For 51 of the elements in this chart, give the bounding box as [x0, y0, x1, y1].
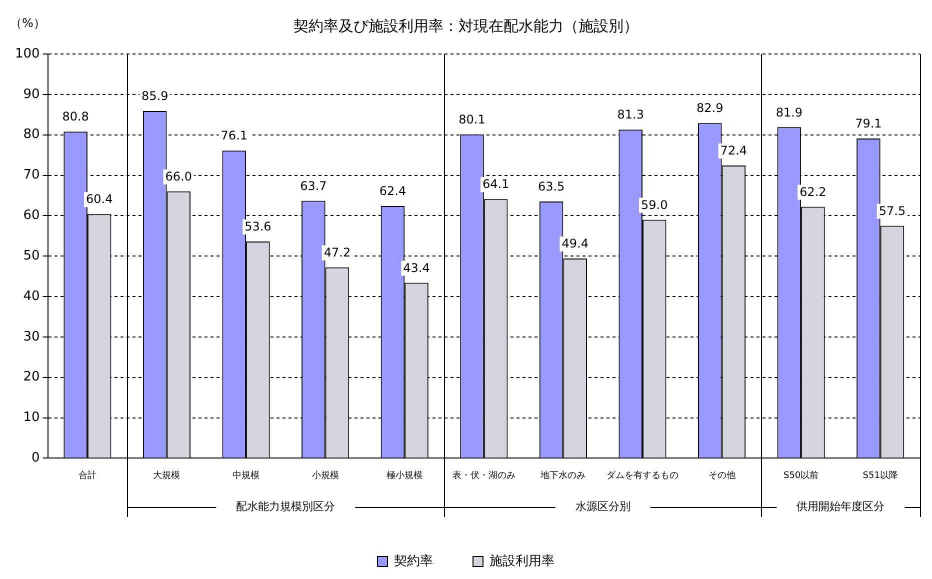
data-label: 57.5: [878, 204, 906, 218]
chart-title: 契約率及び施設利用率：対現在配水能力（施設別）: [294, 16, 638, 35]
x-tick-label: その他: [708, 470, 736, 481]
data-label: 82.9: [696, 101, 724, 116]
data-label: 80.1: [458, 112, 486, 127]
x-tick-label: S50以前: [783, 470, 819, 481]
y-tick-label: 10: [23, 410, 40, 426]
data-label: 85.9: [141, 89, 168, 104]
x-tick-label: ダムを有するもの: [606, 470, 678, 481]
data-label: 43.4: [403, 260, 430, 275]
y-tick-label: 50: [23, 248, 40, 264]
y-tick-label: 20: [23, 370, 40, 385]
data-label: 64.1: [482, 177, 510, 192]
y-tick-label: 0: [32, 450, 40, 466]
data-label: 79.1: [855, 116, 882, 131]
y-tick-label: 100: [14, 46, 40, 62]
x-tick-label: S51以降: [862, 470, 898, 481]
data-label: 63.5: [538, 180, 565, 194]
x-tick-label: 極小規模: [386, 470, 423, 481]
y-tick-label: 90: [23, 86, 40, 102]
data-label: 63.7: [300, 178, 327, 193]
data-label: 47.2: [324, 246, 351, 260]
data-label: 72.4: [720, 144, 748, 158]
data-label: 62.4: [379, 184, 406, 198]
y-axis-title: （%）: [10, 16, 46, 30]
text: 水源区分別: [575, 500, 630, 513]
y-tick-label: 30: [23, 329, 40, 344]
x-tick-label: 地下水のみ: [540, 470, 586, 481]
text: 供用開始年度区分: [796, 500, 885, 513]
data-label: 53.6: [244, 220, 272, 234]
data-label: 49.4: [562, 236, 588, 251]
data-label: 81.3: [617, 108, 644, 122]
y-tick-label: 80: [23, 127, 40, 142]
x-tick-label: 合計: [78, 470, 96, 481]
data-label: 80.8: [62, 110, 89, 124]
x-tick-label: 小規模: [312, 470, 339, 481]
x-tick-label: 中規模: [232, 470, 260, 481]
y-tick-label: 40: [23, 288, 40, 304]
y-tick-label: 60: [23, 208, 40, 224]
text: 配水能力規模別区分: [236, 500, 336, 513]
data-label: 66.0: [165, 170, 192, 184]
data-label: 81.9: [776, 105, 803, 120]
legend-label: 契約率: [394, 552, 433, 569]
data-label: 76.1: [220, 128, 248, 143]
x-tick-label: 表・伏・湖のみ: [452, 470, 516, 481]
data-label: 59.0: [641, 198, 668, 212]
data-label: 62.2: [800, 184, 826, 199]
legend-label: 施設利用率: [490, 552, 554, 569]
y-tick-label: 70: [23, 168, 40, 183]
data-label: 60.4: [86, 192, 113, 206]
x-tick-label: 大規模: [153, 470, 180, 481]
